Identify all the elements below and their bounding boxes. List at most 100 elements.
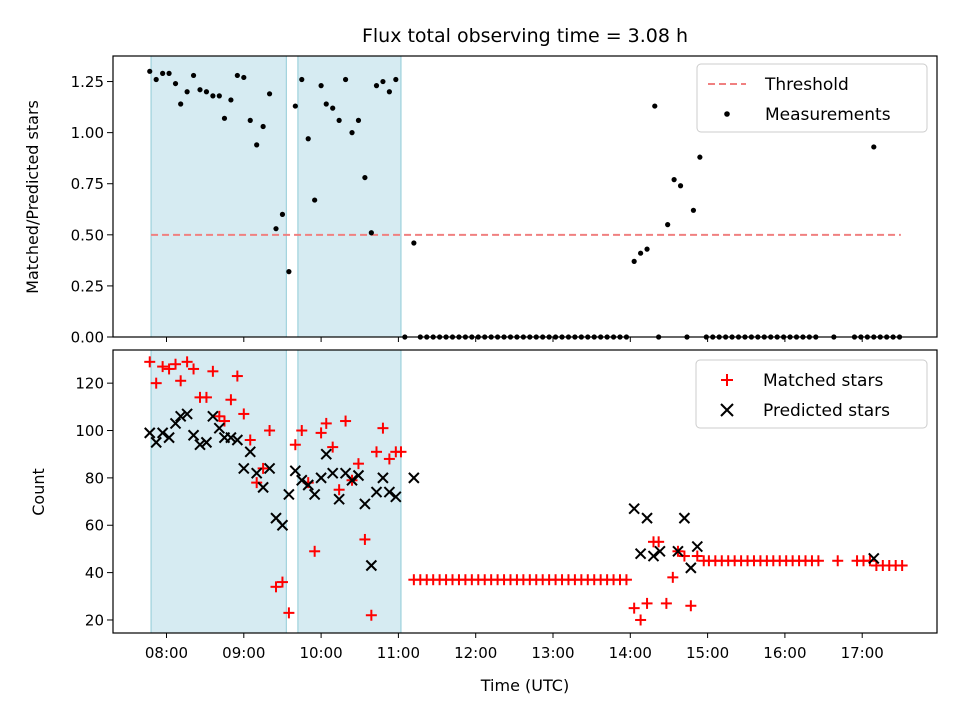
bottom-axes-frame — [112, 349, 938, 634]
x-tick-label: 14:00 — [609, 644, 652, 662]
measurement-point — [221, 115, 228, 121]
measurement-point — [279, 211, 286, 217]
top-legend-box — [696, 63, 928, 133]
measurement-point — [690, 207, 697, 213]
matched-star-point — [667, 571, 679, 583]
predicted-star-point — [628, 502, 640, 515]
predicted-star-point — [333, 493, 345, 505]
measurement-point — [254, 142, 260, 148]
y-tick-label: 1.00 — [71, 124, 104, 142]
matched-star-point — [283, 607, 295, 619]
matched-star-point — [370, 446, 382, 458]
bottom-legend: Matched stars Predicted stars — [695, 359, 928, 429]
y-tick-label: 0.75 — [71, 175, 104, 193]
matched-star-point — [896, 560, 908, 572]
observing-interval-band — [150, 55, 287, 338]
predicted-star-point — [365, 559, 378, 572]
predicted-star-point — [263, 462, 276, 475]
y-tick-label: 0.25 — [71, 277, 104, 295]
predicted-star-point — [283, 488, 295, 501]
y-tick-label: 80 — [85, 469, 104, 487]
measurement-point — [318, 83, 324, 89]
predicted-star-point — [200, 436, 213, 449]
matched-star-point — [333, 484, 345, 496]
x-tick-label: 15:00 — [686, 644, 729, 662]
matched-star-point — [296, 425, 308, 437]
matched-star-point — [144, 356, 156, 368]
predicted-star-point — [390, 491, 402, 503]
matched-star-point — [170, 358, 182, 370]
measurement-point — [386, 89, 392, 95]
observing-interval-band — [297, 349, 402, 634]
x-tick-label: 17:00 — [841, 644, 884, 662]
observing-interval-band — [150, 349, 287, 634]
top-legend: Threshold Measurements — [696, 63, 928, 133]
predicted-star-point — [672, 545, 684, 558]
y-tick-label: 20 — [85, 611, 104, 629]
matched-star-point — [270, 581, 282, 593]
predicted-star-points — [144, 408, 880, 574]
measurement-point — [638, 250, 644, 256]
predicted-star-point — [691, 540, 704, 553]
matched-star-point — [628, 602, 640, 614]
measurement-point — [393, 76, 399, 83]
predicted-star-point — [289, 465, 302, 477]
measurement-point — [342, 76, 349, 83]
matched-star-point — [163, 363, 175, 375]
measurement-point — [273, 226, 279, 232]
matched-star-point — [340, 415, 352, 427]
predicted-star-point — [685, 562, 697, 574]
top-chart-title: Flux total observing time = 3.08 h — [362, 25, 688, 47]
measurement-point — [312, 197, 318, 203]
measurement-point — [323, 101, 329, 107]
predicted-star-point — [187, 429, 200, 441]
top-shaded-intervals — [150, 55, 402, 338]
matched-star-point — [685, 600, 697, 612]
measurement-point — [178, 101, 184, 107]
matched-star-point — [864, 555, 876, 567]
measurement-point — [266, 91, 273, 97]
matched-star-point — [157, 361, 169, 373]
bottom-y-axis-label: Count — [29, 468, 48, 516]
predicted-star-point — [654, 545, 666, 558]
y-tick-label: 60 — [85, 517, 104, 535]
matched-star-point — [200, 391, 212, 403]
top-axes-frame — [112, 55, 938, 338]
predicted-star-point — [868, 552, 880, 565]
predicted-star-point — [326, 467, 339, 479]
measurement-point — [234, 72, 240, 79]
predicted-star-point — [276, 519, 289, 531]
measurement-point — [697, 154, 703, 160]
legend-measurements-label: Measurements — [765, 105, 891, 125]
measurement-point — [373, 83, 380, 89]
measurement-point — [355, 117, 362, 123]
predicted-star-point — [213, 422, 226, 434]
matched-star-point — [365, 609, 377, 621]
x-tick-label: 08:00 — [145, 644, 188, 662]
matched-star-point — [213, 410, 225, 422]
bottom-y-ticks: 20 40 60 80 100 120 — [75, 375, 113, 629]
predicted-star-point — [181, 408, 193, 420]
matched-star-point — [352, 458, 364, 470]
measurement-point — [241, 74, 247, 81]
predicted-star-point — [634, 547, 647, 560]
matched-star-point — [395, 446, 407, 458]
matched-star-point — [264, 425, 276, 437]
predicted-star-point — [408, 472, 420, 484]
matched-star-point — [231, 370, 243, 382]
legend-measurements-swatch — [724, 111, 730, 117]
measurement-point — [631, 258, 637, 264]
matched-star-point — [620, 574, 632, 586]
measurement-point — [166, 70, 172, 76]
measurement-point — [292, 103, 298, 109]
measurement-point — [368, 230, 374, 236]
y-tick-label: 0.50 — [71, 226, 104, 244]
predicted-star-point — [163, 431, 175, 444]
matched-star-point — [225, 394, 237, 406]
measurement-point — [677, 183, 684, 189]
predicted-star-point — [244, 446, 256, 458]
measurement-point — [228, 97, 234, 103]
predicted-star-point — [647, 550, 660, 562]
legend-threshold-label: Threshold — [764, 75, 849, 95]
